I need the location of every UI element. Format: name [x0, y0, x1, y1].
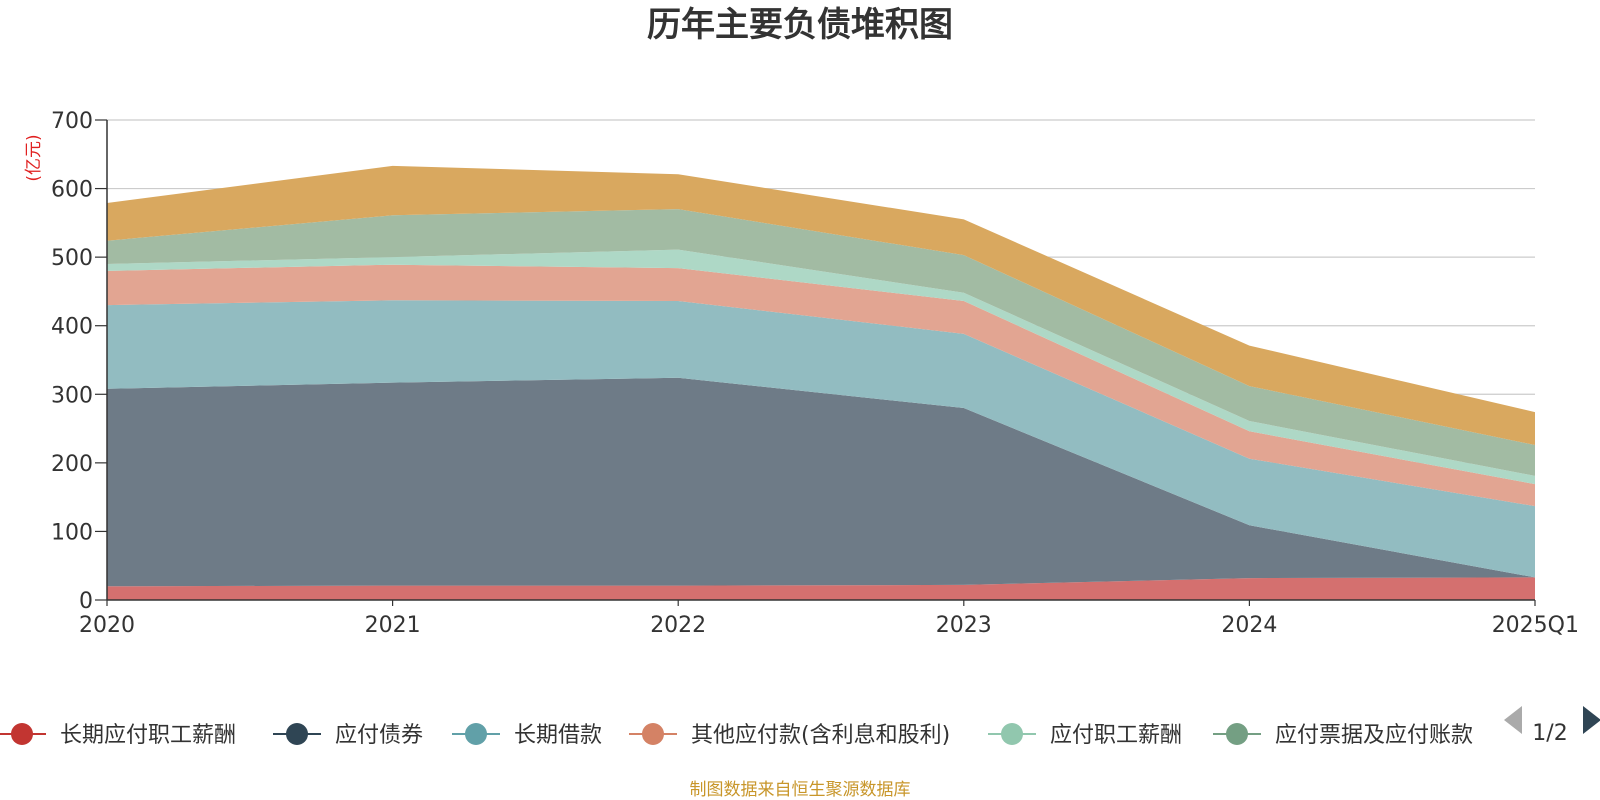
x-tick-label: 2023 — [936, 613, 992, 638]
y-tick-label: 500 — [51, 246, 93, 271]
legend-marker-icon — [1226, 723, 1248, 745]
legend-item[interactable]: 应付票据及应付账款 — [1213, 723, 1473, 748]
legend-prev-page-icon[interactable] — [1504, 706, 1522, 734]
y-tick-label: 400 — [51, 315, 93, 340]
area-series-5 — [107, 209, 1535, 476]
area-series-3 — [107, 264, 1535, 507]
x-tick-label: 2021 — [365, 613, 421, 638]
x-tick-label: 2022 — [650, 613, 706, 638]
y-unit-label: (亿元) — [24, 134, 44, 181]
legend-item[interactable]: 长期应付职工薪酬 — [0, 723, 236, 748]
area-series-0 — [107, 577, 1535, 600]
legend-marker-icon — [11, 723, 33, 745]
legend-label: 应付债券 — [335, 723, 423, 748]
y-tick-label: 100 — [51, 520, 93, 545]
axes: 0 100 200 300 400 500 600 700 2020 2021 2022 2023 20… — [51, 109, 1579, 638]
data-source-footer: 制图数据来自恒生聚源数据库 — [690, 780, 911, 800]
legend: 长期应付职工薪酬 应付债券 长期借款 其他应付款(含利息和股利) 应付职工薪酬 应付票据及… — [0, 723, 1473, 748]
legend-item[interactable]: 应付债券 — [273, 723, 423, 748]
legend-label: 应付票据及应付账款 — [1275, 723, 1473, 748]
area-series-2 — [107, 300, 1535, 578]
y-tick-label: 600 — [51, 178, 93, 203]
y-tick-label: 0 — [79, 589, 93, 614]
y-tick-label: 200 — [51, 452, 93, 477]
y-tick-label: 700 — [51, 109, 93, 134]
area-series-6 — [107, 165, 1535, 445]
legend-label: 应付职工薪酬 — [1050, 723, 1182, 748]
legend-marker-icon — [465, 723, 487, 745]
legend-label: 长期应付职工薪酬 — [60, 723, 236, 748]
legend-label: 长期借款 — [514, 723, 602, 748]
legend-page-indicator: 1/2 — [1532, 721, 1567, 746]
legend-next-page-icon[interactable] — [1583, 706, 1600, 734]
x-tick-label: 2025Q1 — [1492, 613, 1579, 638]
legend-item[interactable]: 其他应付款(含利息和股利) — [629, 723, 950, 748]
legend-marker-icon — [642, 723, 664, 745]
legend-marker-icon — [1001, 723, 1023, 745]
stacked-areas — [107, 165, 1535, 600]
chart-title: 历年主要负债堆积图 — [647, 5, 953, 45]
legend-marker-icon — [286, 723, 308, 745]
x-tick-label: 2024 — [1221, 613, 1277, 638]
x-tick-label: 2020 — [79, 613, 135, 638]
y-tick-label: 300 — [51, 383, 93, 408]
area-series-1 — [107, 377, 1535, 587]
legend-item[interactable]: 应付职工薪酬 — [988, 723, 1182, 748]
legend-label: 其他应付款(含利息和股利) — [691, 723, 950, 748]
legend-pager: 1/2 — [1504, 706, 1600, 746]
legend-item[interactable]: 长期借款 — [452, 723, 602, 748]
